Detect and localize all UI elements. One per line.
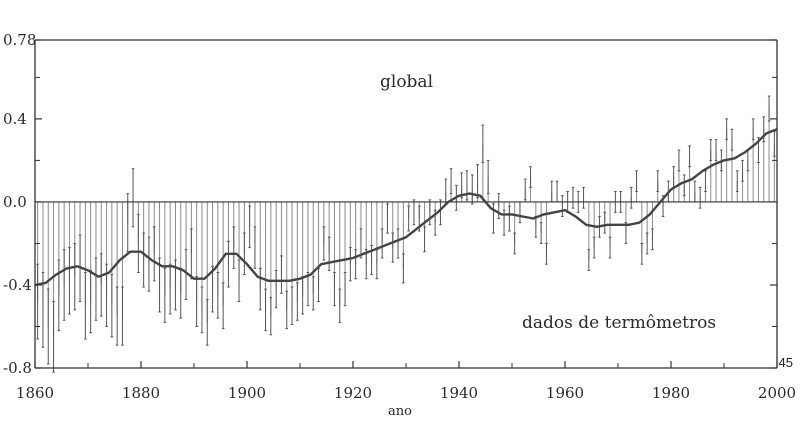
x-tick-label: 1920 xyxy=(334,384,372,402)
y-tick-label: 0.78 xyxy=(3,31,36,49)
x-tick-label: 1980 xyxy=(652,384,690,402)
x-tick-label: 1880 xyxy=(122,384,160,402)
x-tick-label: 1960 xyxy=(546,384,584,402)
y-tick-label: -0.4 xyxy=(3,276,32,294)
x-tick-label: 1900 xyxy=(228,384,266,402)
x-tick-label: 1860 xyxy=(16,384,54,402)
tick-labels-layer: 0.78 0.4 0.0 -0.4 -0.8 1860 1880 1900 1920 1940 19… xyxy=(3,31,796,402)
smoothed-curve xyxy=(34,128,778,287)
annotation-thermometer-data: dados de termômetros xyxy=(522,313,716,333)
x-axis-label-partial: ano xyxy=(388,404,412,419)
annotation-global: global xyxy=(380,72,433,92)
bars-layer xyxy=(37,108,775,337)
x-tick-label: 2000 xyxy=(758,384,796,402)
y-tick-label: 0.0 xyxy=(3,193,27,211)
y-tick-label: -0.8 xyxy=(3,359,32,377)
y-tick-label: 0.4 xyxy=(3,110,27,128)
error-bars-layer xyxy=(36,95,776,373)
x-tick-label: 1940 xyxy=(440,384,478,402)
axes-layer xyxy=(34,39,778,369)
page-number: 45 xyxy=(778,355,793,370)
